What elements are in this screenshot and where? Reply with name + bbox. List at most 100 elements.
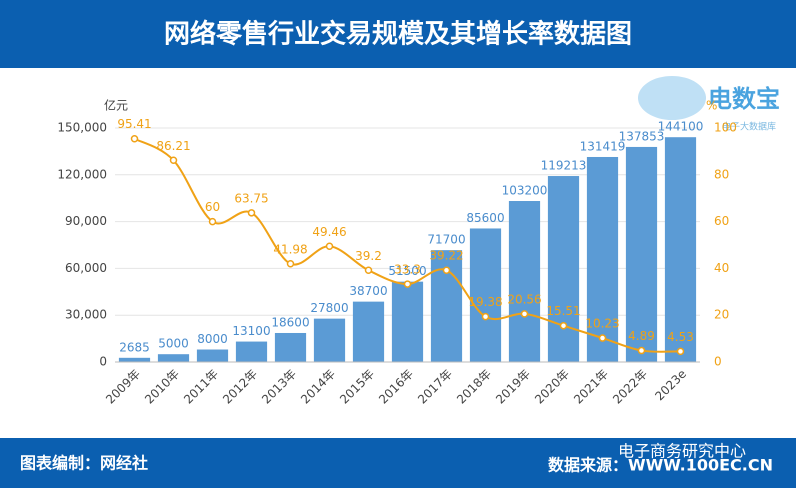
bar-value-label: 71700 [427, 233, 465, 247]
x-tick-label: 2020年 [532, 367, 572, 407]
bar-value-label: 144100 [658, 120, 704, 134]
bar-value-label: 8000 [197, 332, 228, 346]
bar-value-label: 13100 [232, 324, 270, 338]
logo-name: 电数宝 [708, 85, 780, 113]
x-tick-label: 2014年 [298, 367, 338, 407]
line-point [559, 321, 568, 330]
y2-tick-label: 40 [714, 261, 729, 275]
x-tick-label: 2018年 [454, 367, 494, 407]
bar-value-label: 38700 [349, 284, 387, 298]
bar-value-label: 51500 [388, 264, 426, 278]
y2-tick-label: 100 [714, 121, 737, 135]
bar [352, 301, 385, 362]
y2-tick-label: 80 [714, 167, 729, 181]
x-tick-label: 2015年 [337, 367, 377, 407]
line-value-label: 19.38 [468, 295, 502, 309]
line-value-label: 63.75 [234, 191, 268, 205]
line-point [130, 134, 139, 143]
line-value-label: 49.46 [312, 225, 346, 239]
bar [664, 137, 697, 362]
footer-band [0, 438, 796, 488]
header-band [0, 0, 796, 68]
footer-source: 数据来源：WWW.100EC.CN [548, 456, 773, 475]
bar-value-label: 85600 [466, 211, 504, 225]
line-value-label: 95.41 [117, 117, 151, 131]
bar [196, 349, 229, 362]
x-tick-label: 2009年 [103, 367, 143, 407]
line-value-label: 33.3 [394, 263, 421, 277]
line-value-label: 60 [205, 200, 220, 214]
line-value-label: 86.21 [156, 139, 190, 153]
bar [547, 176, 580, 362]
line-value-label: 15.51 [546, 304, 580, 318]
bar [469, 228, 502, 362]
x-tick-label: 2017年 [415, 367, 455, 407]
bar-value-label: 5000 [158, 337, 189, 351]
x-tick-label: 2012年 [220, 367, 260, 407]
line-point [481, 312, 490, 321]
bar [508, 201, 541, 362]
line-point [286, 260, 295, 268]
logo-cloud [638, 76, 706, 120]
y-tick-label: 90,000 [65, 214, 107, 228]
bar [625, 146, 658, 362]
line-value-label: 41.98 [273, 242, 307, 256]
line-point [676, 347, 685, 356]
line-value-label: 20.56 [507, 292, 541, 306]
x-tick-label: 2019年 [493, 367, 533, 407]
plot: 0 30,000 60,000 90,000 120,000 150,000 0 20 40 60… [57, 117, 737, 406]
y2-tick-label: 20 [714, 308, 729, 322]
bar-value-label: 103200 [502, 184, 548, 198]
bar [157, 354, 190, 362]
bar [391, 281, 424, 362]
bar [313, 318, 346, 362]
y-axis-label: 亿元 [104, 98, 128, 113]
line-point [442, 266, 451, 274]
y2-tick-label: 0 [714, 355, 722, 369]
line-point [637, 346, 646, 355]
logo: 电数宝 电子大数据库 [638, 76, 780, 133]
line-point [598, 334, 607, 342]
x-tick-label: 2016年 [376, 367, 416, 407]
logo-tagline: 电子大数据库 [722, 121, 776, 133]
y-tick-label: 150,000 [57, 121, 107, 135]
y-tick-label: 30,000 [65, 308, 107, 322]
bar-value-label: 119213 [541, 159, 587, 173]
chart-title: 网络零售行业交易规模及其增长率数据图 [164, 19, 632, 50]
line-point [403, 280, 412, 288]
line-point [247, 209, 256, 217]
line-value-label: 4.53 [667, 330, 694, 344]
line-point [325, 242, 334, 251]
bar [274, 332, 307, 362]
bar [118, 357, 151, 362]
x-tick-label: 2021年 [571, 367, 611, 407]
y-tick-label: 0 [99, 355, 107, 369]
x-tick-label: 2023e [652, 367, 689, 404]
line-value-label: 39.22 [429, 249, 463, 263]
bar-value-label: 18600 [271, 315, 309, 329]
y2-axis-label: % [706, 99, 717, 113]
y-tick-label: 60,000 [65, 261, 107, 275]
line-value-label: 39.2 [355, 249, 382, 263]
line-point [169, 156, 178, 165]
bar-value-label: 137853 [619, 129, 665, 143]
footer-watermark: 电子商务研究中心 [618, 442, 746, 461]
y2-tick-label: 60 [714, 214, 729, 228]
y-tick-label: 120,000 [57, 167, 107, 181]
x-tick-label: 2013年 [259, 367, 299, 407]
bar [586, 156, 619, 362]
line-point [208, 217, 217, 226]
bar-value-label: 131419 [580, 139, 626, 153]
line-point [364, 266, 373, 275]
x-tick-label: 2022年 [610, 367, 650, 407]
line-point [520, 310, 529, 318]
bar [235, 341, 268, 362]
footer-credit: 图表编制：网经社 [20, 454, 148, 473]
x-tick-label: 2010年 [142, 367, 182, 407]
bar-value-label: 27800 [310, 301, 348, 315]
bar-value-label: 2685 [119, 340, 150, 354]
line-value-label: 4.89 [628, 329, 655, 343]
line-value-label: 10.23 [585, 317, 619, 331]
x-tick-label: 2011年 [181, 367, 221, 407]
